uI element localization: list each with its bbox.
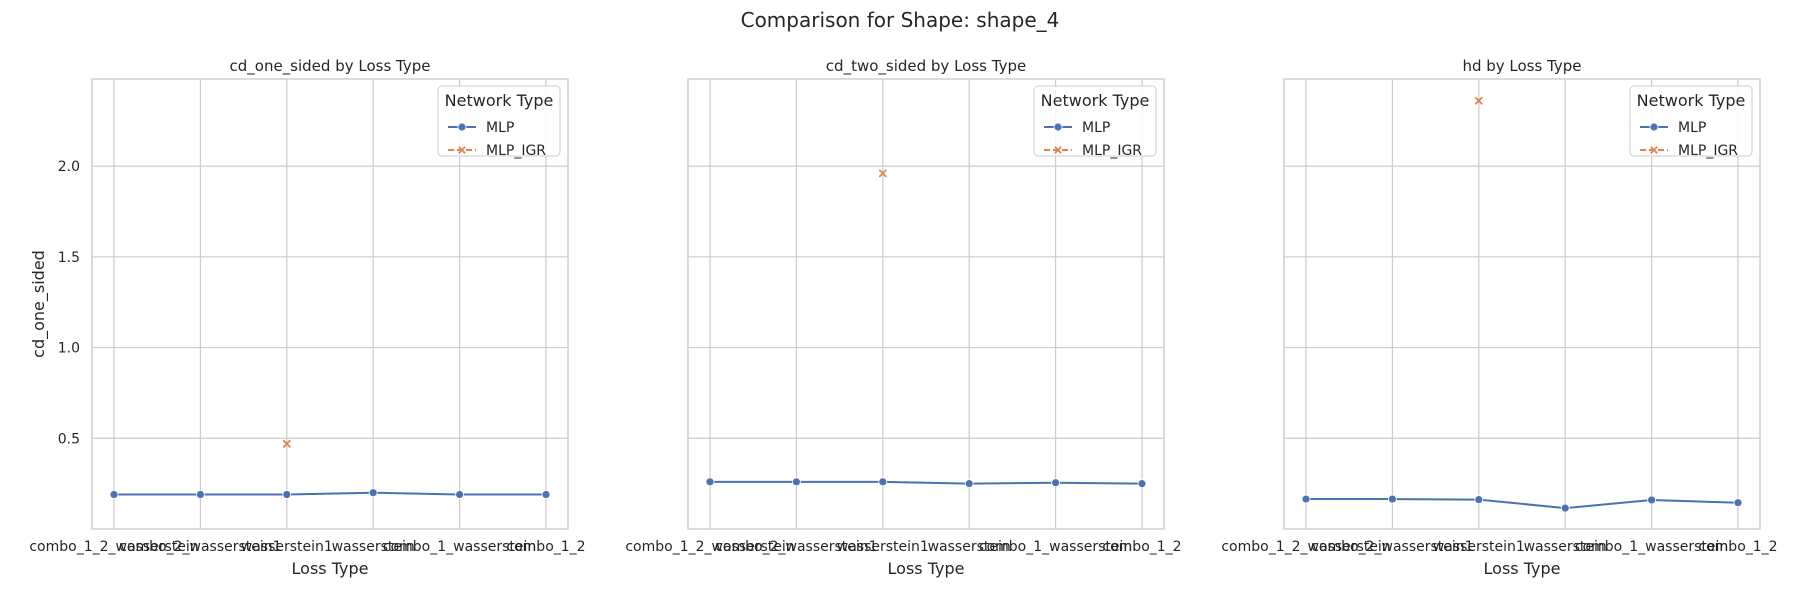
subplot-2: cd_two_sided by Loss Type combo_1_2_wasse… [625, 57, 1181, 578]
x-tick-label: combo_2_wasserstein1 [119, 539, 281, 555]
legend: Network Type MLP MLP_IGR [1033, 85, 1157, 159]
legend-marker [1650, 146, 1658, 154]
data-point [282, 439, 291, 448]
series-mlp [705, 477, 1147, 489]
x-tick-label: combo_1_2 [1102, 539, 1181, 555]
y-axis-label: cd_one_sided [29, 250, 49, 358]
x-tick-label: combo_1_wasserstein [1575, 539, 1728, 555]
data-point [541, 490, 551, 499]
series-mlp_igr [1474, 96, 1483, 105]
data-point [878, 169, 887, 178]
legend: Network Type MLP MLP_IGR [437, 85, 561, 159]
x-tick-label: combo_1_wasserstein [383, 539, 536, 555]
legend-label: MLP_IGR [1678, 143, 1738, 159]
legend-marker [1054, 146, 1062, 154]
legend-title: Network Type [1041, 91, 1150, 110]
data-point [368, 488, 378, 498]
data-point [1051, 478, 1060, 488]
axes-frame [1283, 78, 1761, 530]
subplot-title: hd by Loss Type [1462, 57, 1581, 75]
data-point [455, 490, 465, 499]
x-axis-label: Loss Type [1484, 559, 1561, 578]
data-point [792, 477, 801, 487]
data-point [1137, 479, 1147, 489]
series-mlp [109, 488, 551, 499]
x-tick-label: wasserstein [1524, 539, 1607, 555]
legend-label: MLP_IGR [1082, 143, 1142, 159]
legend-entry-mlp_igr: MLP_IGR [448, 143, 546, 159]
legend-entry-mlp: MLP [1044, 120, 1110, 136]
x-tick-label: wasserstein1 [241, 539, 333, 555]
data-point [282, 490, 292, 499]
data-point [964, 479, 974, 489]
data-point [1647, 495, 1656, 505]
x-tick-label: wasserstein [928, 539, 1011, 555]
data-point [1474, 495, 1484, 505]
y-tick-label: 0.5 [58, 431, 80, 447]
x-tick-label: wasserstein [332, 539, 415, 555]
data-point [109, 490, 119, 499]
legend-marker [1053, 122, 1063, 132]
y-tick-label: 1.0 [58, 341, 80, 357]
legend-marker [1649, 122, 1659, 132]
legend-label: MLP [1678, 120, 1706, 136]
series-mlp_igr [282, 439, 291, 448]
data-point [1301, 494, 1311, 504]
legend-box [1033, 85, 1157, 157]
series-line [1306, 498, 1739, 510]
x-tick-label: combo_1_2_wasserstein [625, 539, 794, 555]
data-point [705, 477, 715, 487]
x-tick-label: wasserstein1 [837, 539, 929, 555]
data-point [1388, 494, 1397, 504]
series-line [114, 491, 546, 496]
subplot-3: hd by Loss Typecombo_1_2_wassersteincomb… [1221, 57, 1777, 578]
figure-title: Comparison for Shape: shape_4 [741, 8, 1060, 32]
x-tick-label: combo_2_wasserstein1 [1311, 539, 1473, 555]
y-tick-label: 2.0 [58, 159, 80, 175]
x-tick-label: combo_1_wasserstein [979, 539, 1132, 555]
legend: Network Type MLP MLP_IGR [1629, 85, 1753, 159]
x-tick-label: wasserstein1 [1433, 539, 1525, 555]
data-point [1474, 96, 1483, 105]
legend-box [437, 85, 561, 157]
x-tick-label: combo_1_2_wasserstein [1221, 539, 1390, 555]
axes-frame [91, 78, 569, 530]
series-mlp [1301, 494, 1743, 513]
x-tick-label: combo_1_2_wasserstein [29, 539, 198, 555]
series-mlp_igr [878, 169, 887, 178]
legend-entry-mlp: MLP [1640, 120, 1706, 136]
x-tick-label: combo_1_2 [1698, 539, 1777, 555]
legend-title: Network Type [445, 91, 554, 110]
x-axis-label: Loss Type [292, 559, 369, 578]
legend-entry-mlp_igr: MLP_IGR [1044, 143, 1142, 159]
legend-title: Network Type [1637, 91, 1746, 110]
x-tick-label: combo_2_wasserstein1 [715, 539, 877, 555]
legend-label: MLP [486, 120, 514, 136]
legend-box [1629, 85, 1753, 157]
series-line [710, 480, 1143, 485]
axes-frame [687, 78, 1165, 530]
data-point [878, 477, 888, 487]
data-point [195, 490, 205, 499]
legend-label: MLP_IGR [486, 143, 546, 159]
data-point [1560, 503, 1570, 513]
legend-entry-mlp: MLP [448, 120, 514, 136]
subplot-panels: cd_one_sided by Loss Type 0.5 1.0 1.5 2.0 com… [29, 57, 1778, 578]
legend-entry-mlp_igr: MLP_IGR [1640, 143, 1738, 159]
subplot-1: cd_one_sided by Loss Type 0.5 1.0 1.5 2.0 com… [29, 57, 586, 578]
subplot-title: cd_two_sided by Loss Type [826, 57, 1026, 76]
legend-label: MLP [1082, 120, 1110, 136]
legend-marker [458, 146, 466, 154]
subplot-title: cd_one_sided by Loss Type [230, 57, 431, 76]
x-axis-label: Loss Type [888, 559, 965, 578]
y-tick-label: 1.5 [58, 250, 80, 266]
data-point [1733, 498, 1743, 508]
legend-marker [457, 122, 467, 132]
x-tick-label: combo_1_2 [506, 539, 585, 555]
